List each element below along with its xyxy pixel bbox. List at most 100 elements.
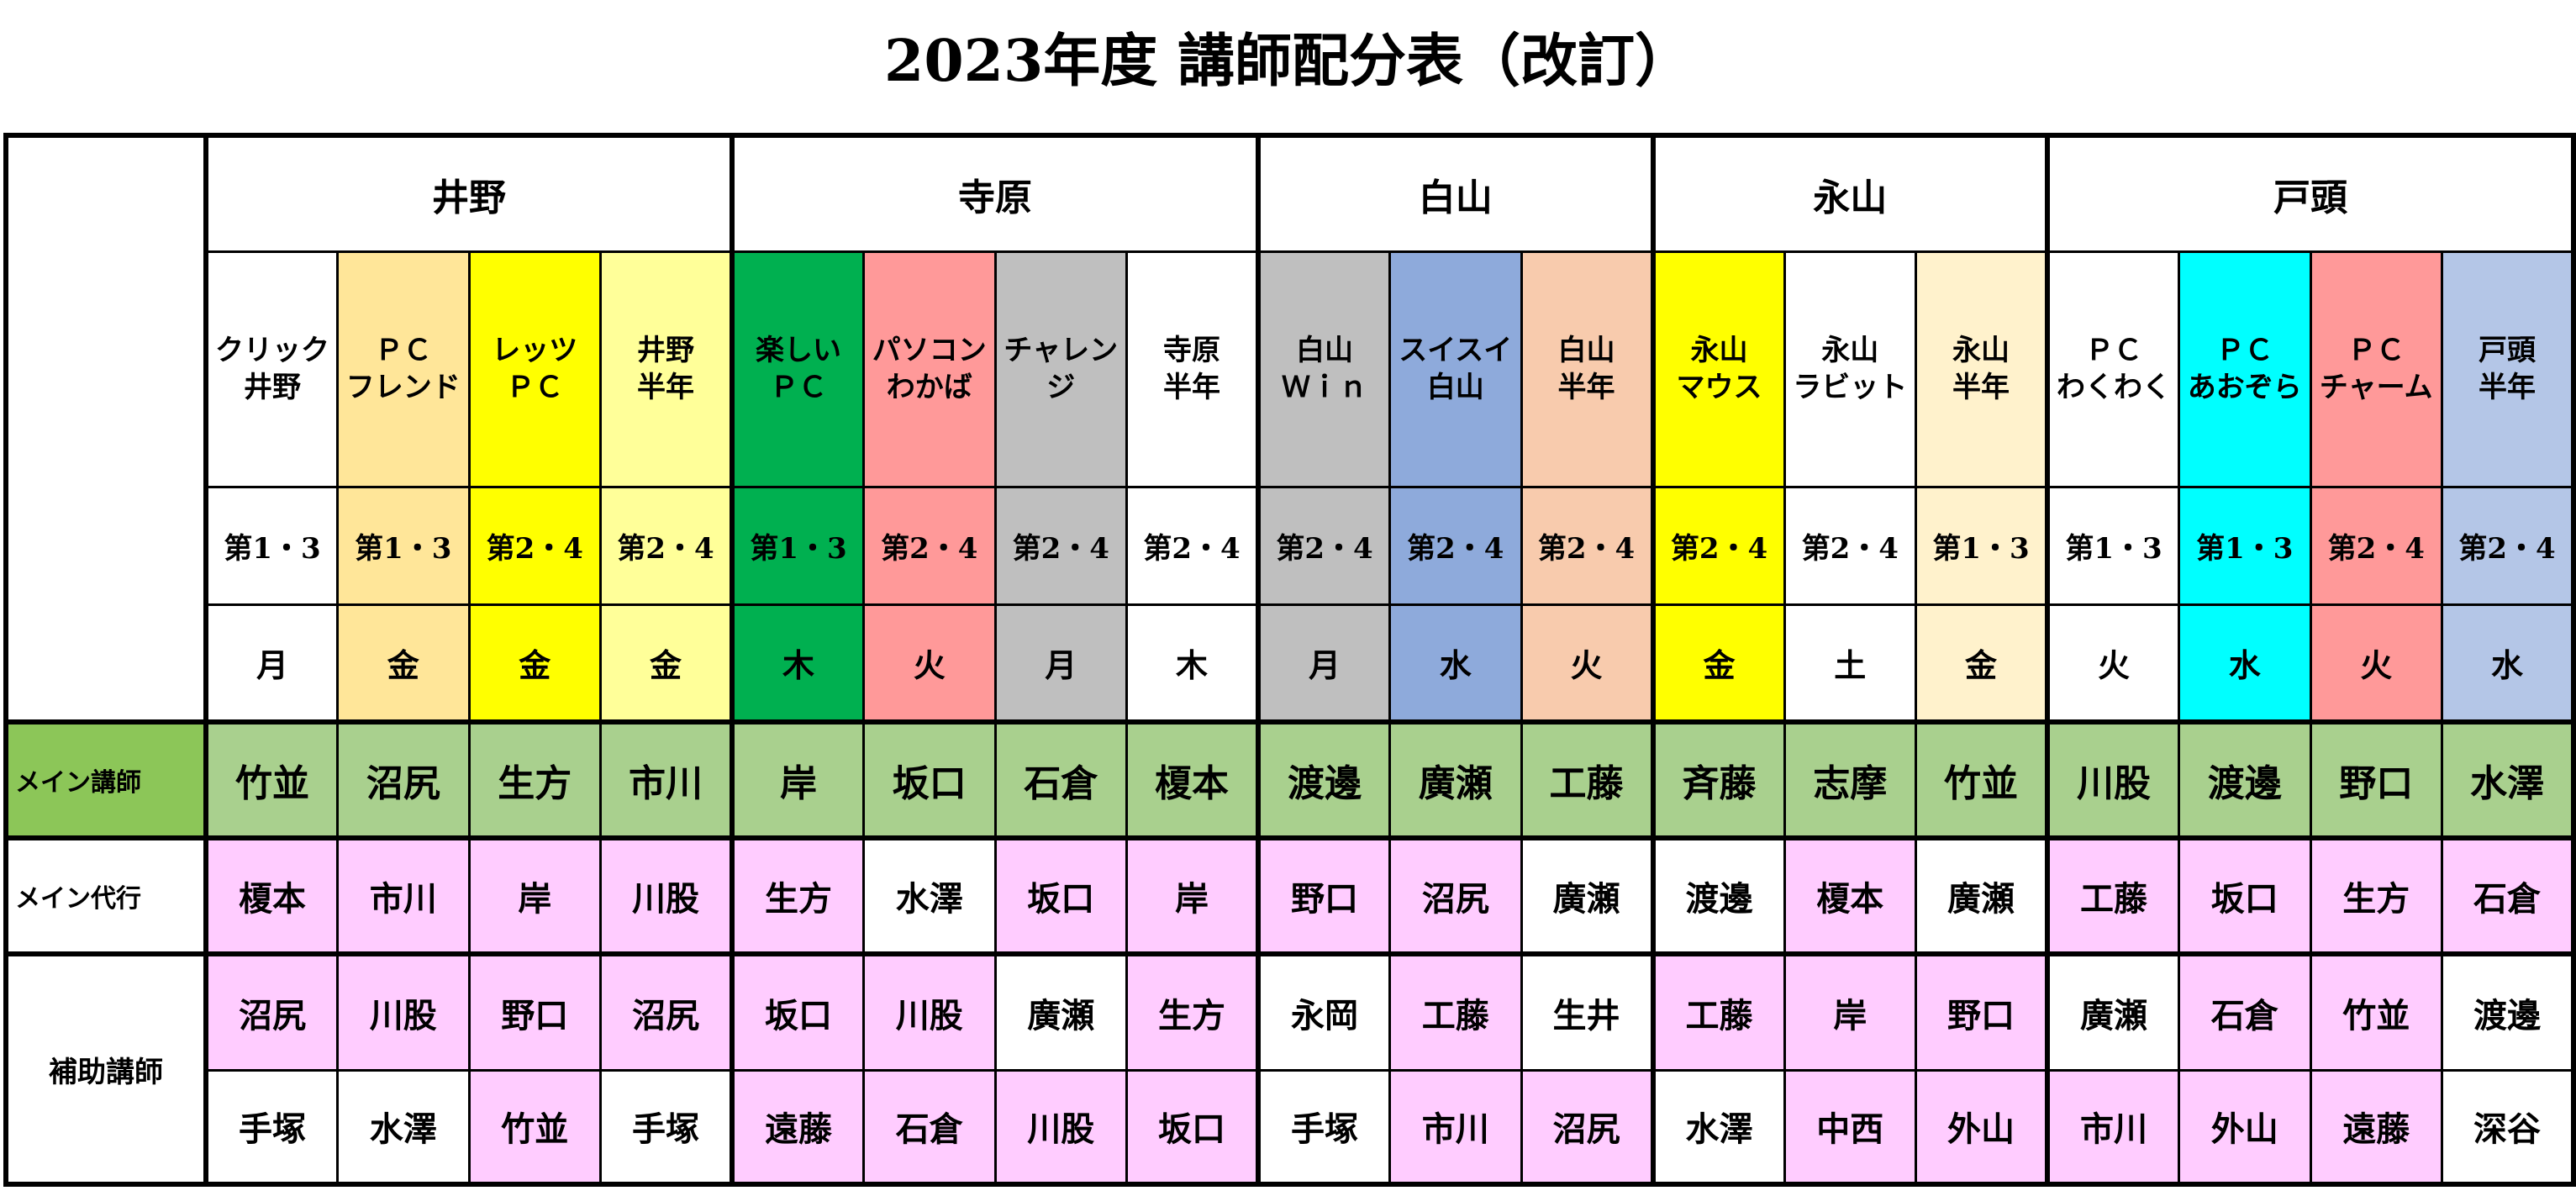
assistant-teacher-cell: 沼尻	[599, 952, 734, 1072]
class-week-cell: 第2・4	[1783, 485, 1917, 606]
substitute-teacher-cell: 生方	[2309, 836, 2443, 956]
class-name-cell: 永山 半年	[1915, 250, 2049, 488]
class-day-cell: 水	[2441, 603, 2576, 724]
assistant-teacher-cell: 川股	[993, 1068, 1128, 1187]
substitute-teacher-cell: 坂口	[2178, 836, 2312, 956]
substitute-teacher-cell: 市川	[336, 836, 471, 956]
assistant-teacher-cell: 深谷	[2441, 1068, 2576, 1187]
substitute-teacher-cell: 水澤	[862, 836, 997, 956]
substitute-teacher-cell: 川股	[599, 836, 734, 956]
class-day-cell: 金	[599, 603, 734, 724]
class-week-cell: 第2・4	[1388, 485, 1523, 606]
class-name-cell: ＰＣ わくわく	[2045, 250, 2180, 488]
substitute-teacher-cell: 野口	[1256, 836, 1391, 956]
substitute-teacher-cell: 岸	[467, 836, 602, 956]
row-label-assist: 補助講師	[3, 952, 208, 1187]
class-day-cell: 月	[1256, 603, 1391, 724]
substitute-teacher-cell: 石倉	[2441, 836, 2576, 956]
class-day-cell: 火	[2045, 603, 2180, 724]
assistant-teacher-cell: 石倉	[862, 1068, 997, 1187]
main-teacher-cell: 沼尻	[336, 719, 471, 840]
main-teacher-cell: 竹並	[1915, 719, 2049, 840]
class-name-cell: チャレン ジ	[993, 250, 1128, 488]
substitute-teacher-cell: 沼尻	[1388, 836, 1523, 956]
class-name-cell: 寺原 半年	[1125, 250, 1260, 488]
main-teacher-cell: 川股	[2045, 719, 2180, 840]
assistant-teacher-cell: 水澤	[1650, 1068, 1786, 1187]
main-teacher-cell: 岸	[730, 719, 865, 840]
class-week-cell: 第1・3	[2045, 485, 2180, 606]
main-teacher-cell: 廣瀬	[1388, 719, 1523, 840]
main-teacher-cell: 坂口	[862, 719, 997, 840]
class-name-cell: 戸頭 半年	[2441, 250, 2576, 488]
class-day-cell: 火	[1520, 603, 1654, 724]
class-day-cell: 水	[1388, 603, 1523, 724]
main-teacher-cell: 生方	[467, 719, 602, 840]
assistant-teacher-cell: 廣瀬	[2045, 952, 2180, 1072]
class-day-cell: 金	[1915, 603, 2049, 724]
main-teacher-cell: 渡邊	[1256, 719, 1391, 840]
class-week-cell: 第2・4	[993, 485, 1128, 606]
class-day-cell: 金	[1650, 603, 1786, 724]
substitute-teacher-cell: 岸	[1125, 836, 1260, 956]
class-day-cell: 月	[993, 603, 1128, 724]
class-name-cell: クリック 井野	[204, 250, 339, 488]
class-name-cell: ＰＣ チャーム	[2309, 250, 2443, 488]
class-day-cell: 火	[862, 603, 997, 724]
class-day-cell: 火	[2309, 603, 2443, 724]
class-day-cell: 金	[336, 603, 471, 724]
class-week-cell: 第1・3	[2178, 485, 2312, 606]
assistant-teacher-cell: 岸	[1783, 952, 1917, 1072]
class-name-cell: 永山 マウス	[1650, 250, 1786, 488]
assistant-teacher-cell: 水澤	[336, 1068, 471, 1187]
substitute-teacher-cell: 廣瀬	[1915, 836, 2049, 956]
class-name-cell: ＰＣ あおぞら	[2178, 250, 2312, 488]
assistant-teacher-cell: 遠藤	[2309, 1068, 2443, 1187]
assistant-teacher-cell: 永岡	[1256, 952, 1391, 1072]
assistant-teacher-cell: 外山	[1915, 1068, 2049, 1187]
class-name-cell: パソコン わかば	[862, 250, 997, 488]
assistant-teacher-cell: 野口	[1915, 952, 2049, 1072]
substitute-teacher-cell: 廣瀬	[1520, 836, 1654, 956]
assistant-teacher-cell: 中西	[1783, 1068, 1917, 1187]
substitute-teacher-cell: 工藤	[2045, 836, 2180, 956]
assistant-teacher-cell: 竹並	[467, 1068, 602, 1187]
assistant-teacher-cell: 川股	[862, 952, 997, 1072]
assistant-teacher-cell: 坂口	[730, 952, 865, 1072]
substitute-teacher-cell: 渡邊	[1650, 836, 1786, 956]
class-name-cell: スイスイ 白山	[1388, 250, 1523, 488]
assistant-teacher-cell: 手塚	[204, 1068, 339, 1187]
main-teacher-cell: 榎本	[1125, 719, 1260, 840]
main-teacher-cell: 石倉	[993, 719, 1128, 840]
main-teacher-cell: 斉藤	[1650, 719, 1786, 840]
assistant-teacher-cell: 渡邊	[2441, 952, 2576, 1072]
main-teacher-cell: 工藤	[1520, 719, 1654, 840]
class-day-cell: 木	[1125, 603, 1260, 724]
class-week-cell: 第2・4	[1520, 485, 1654, 606]
class-week-cell: 第1・3	[1915, 485, 2049, 606]
class-name-cell: レッツ ＰＣ	[467, 250, 602, 488]
assistant-teacher-cell: 工藤	[1388, 952, 1523, 1072]
class-day-cell: 月	[204, 603, 339, 724]
class-name-cell: 永山 ラビット	[1783, 250, 1917, 488]
assistant-teacher-cell: 川股	[336, 952, 471, 1072]
substitute-teacher-cell: 榎本	[204, 836, 339, 956]
branch-header: 白山	[1256, 133, 1654, 253]
main-teacher-cell: 水澤	[2441, 719, 2576, 840]
class-week-cell: 第2・4	[1256, 485, 1391, 606]
assistant-teacher-cell: 生方	[1125, 952, 1260, 1072]
assistant-teacher-cell: 坂口	[1125, 1068, 1260, 1187]
main-teacher-cell: 野口	[2309, 719, 2443, 840]
class-day-cell: 土	[1783, 603, 1917, 724]
class-week-cell: 第1・3	[204, 485, 339, 606]
class-name-cell: 白山 半年	[1520, 250, 1654, 488]
branch-header: 戸頭	[2045, 133, 2576, 253]
row-label-sub: メイン代行	[3, 836, 208, 956]
page-title: 2023年度 講師配分表（改訂）	[884, 28, 1692, 95]
assistant-teacher-cell: 手塚	[599, 1068, 734, 1187]
branch-header: 寺原	[730, 133, 1260, 253]
class-name-cell: ＰＣ フレンド	[336, 250, 471, 488]
substitute-teacher-cell: 生方	[730, 836, 865, 956]
branch-header: 永山	[1650, 133, 2049, 253]
assignment-table: 井野 寺原 白山 永山 戸頭 クリック 井野 ＰＣ フレンド レッツ ＰＣ 井野 半年 楽しい …	[3, 133, 2576, 1187]
